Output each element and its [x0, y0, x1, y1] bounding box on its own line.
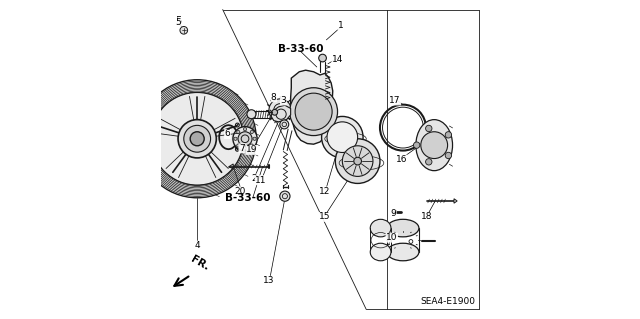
Ellipse shape	[371, 243, 391, 261]
Circle shape	[237, 130, 240, 134]
Text: FR.: FR.	[189, 254, 211, 273]
Text: 19: 19	[246, 145, 257, 154]
Text: 5: 5	[175, 18, 181, 27]
Circle shape	[445, 132, 452, 138]
Circle shape	[243, 147, 246, 150]
Polygon shape	[229, 164, 233, 169]
Polygon shape	[271, 105, 291, 122]
Polygon shape	[291, 70, 333, 144]
Text: 15: 15	[319, 212, 330, 221]
Ellipse shape	[387, 219, 419, 237]
Text: 6: 6	[225, 130, 230, 138]
Circle shape	[233, 127, 257, 151]
Text: 8: 8	[271, 93, 276, 102]
Circle shape	[280, 120, 289, 129]
Text: 5: 5	[175, 16, 181, 26]
Text: 9: 9	[390, 209, 396, 218]
Circle shape	[237, 144, 240, 147]
Text: 10: 10	[386, 233, 397, 242]
Circle shape	[290, 88, 337, 136]
Circle shape	[269, 99, 291, 121]
Circle shape	[295, 93, 332, 130]
Circle shape	[280, 191, 290, 201]
Circle shape	[421, 132, 447, 159]
Circle shape	[250, 130, 253, 134]
Circle shape	[426, 159, 432, 165]
Circle shape	[247, 110, 256, 119]
Text: SEA4-E1900: SEA4-E1900	[420, 297, 476, 306]
Text: 2: 2	[252, 174, 257, 183]
Circle shape	[234, 137, 237, 140]
Circle shape	[243, 128, 246, 131]
Circle shape	[238, 132, 252, 146]
Text: 20: 20	[235, 187, 246, 196]
Circle shape	[321, 116, 363, 158]
Circle shape	[335, 139, 380, 183]
Circle shape	[178, 120, 216, 158]
Circle shape	[413, 142, 420, 148]
Circle shape	[426, 125, 432, 132]
Circle shape	[190, 132, 204, 146]
Circle shape	[253, 137, 256, 140]
Text: 14: 14	[332, 55, 343, 63]
Text: 17: 17	[389, 96, 401, 105]
Circle shape	[342, 146, 373, 176]
Text: 3: 3	[280, 96, 286, 105]
Circle shape	[250, 144, 253, 147]
Polygon shape	[454, 199, 457, 203]
Circle shape	[354, 157, 362, 165]
Text: 18: 18	[421, 212, 433, 221]
Ellipse shape	[371, 219, 391, 237]
Circle shape	[272, 109, 278, 115]
Text: 1: 1	[338, 21, 344, 30]
Circle shape	[151, 93, 243, 185]
Text: B-33-60: B-33-60	[225, 193, 270, 203]
Ellipse shape	[387, 243, 419, 261]
Text: 13: 13	[263, 276, 275, 285]
Circle shape	[327, 122, 358, 152]
Ellipse shape	[416, 120, 452, 171]
Text: 16: 16	[396, 155, 407, 164]
Circle shape	[151, 93, 243, 185]
Circle shape	[184, 125, 211, 152]
Text: 7: 7	[239, 144, 244, 153]
Text: 12: 12	[319, 187, 330, 196]
Circle shape	[319, 54, 326, 62]
Text: B-33-60: B-33-60	[278, 44, 324, 55]
Circle shape	[180, 26, 188, 34]
Circle shape	[445, 152, 452, 159]
Text: 4: 4	[195, 241, 200, 250]
Text: 11: 11	[255, 176, 267, 185]
